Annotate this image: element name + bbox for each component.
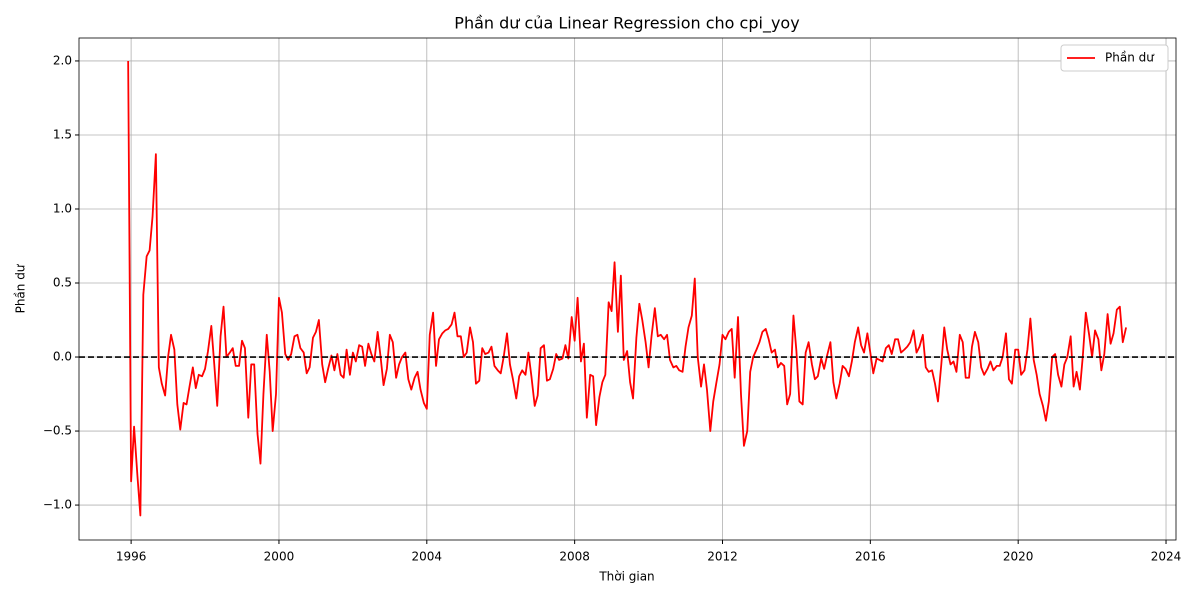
x-axis-label: Thời gian [598, 570, 654, 584]
y-tick-label: −0.5 [43, 424, 72, 438]
y-tick-label: 1.5 [53, 127, 72, 141]
x-tick-label: 2004 [412, 550, 443, 564]
legend-label: Phần dư [1105, 51, 1155, 65]
y-tick-label: 0.0 [53, 350, 72, 364]
x-tick-label: 2024 [1151, 550, 1182, 564]
x-tick-label: 2000 [264, 550, 295, 564]
y-tick-label: 2.0 [53, 53, 72, 67]
x-tick-label: 2012 [707, 550, 738, 564]
x-tick-label: 2008 [559, 550, 590, 564]
y-tick-label: −1.0 [43, 498, 72, 512]
data-line [127, 60, 1127, 517]
y-tick-label: 1.0 [53, 201, 72, 215]
plot-frame [78, 37, 1177, 541]
y-tick-label: 0.5 [53, 276, 72, 290]
x-tick-label: 1996 [116, 550, 147, 564]
x-tick-label: 2020 [1003, 550, 1034, 564]
legend-box [1060, 44, 1169, 72]
y-axis-label: Phần dư [14, 263, 28, 313]
chart-title: Phần dư của Linear Regression cho cpi_yo… [454, 14, 799, 34]
x-tick-label: 2016 [855, 550, 886, 564]
